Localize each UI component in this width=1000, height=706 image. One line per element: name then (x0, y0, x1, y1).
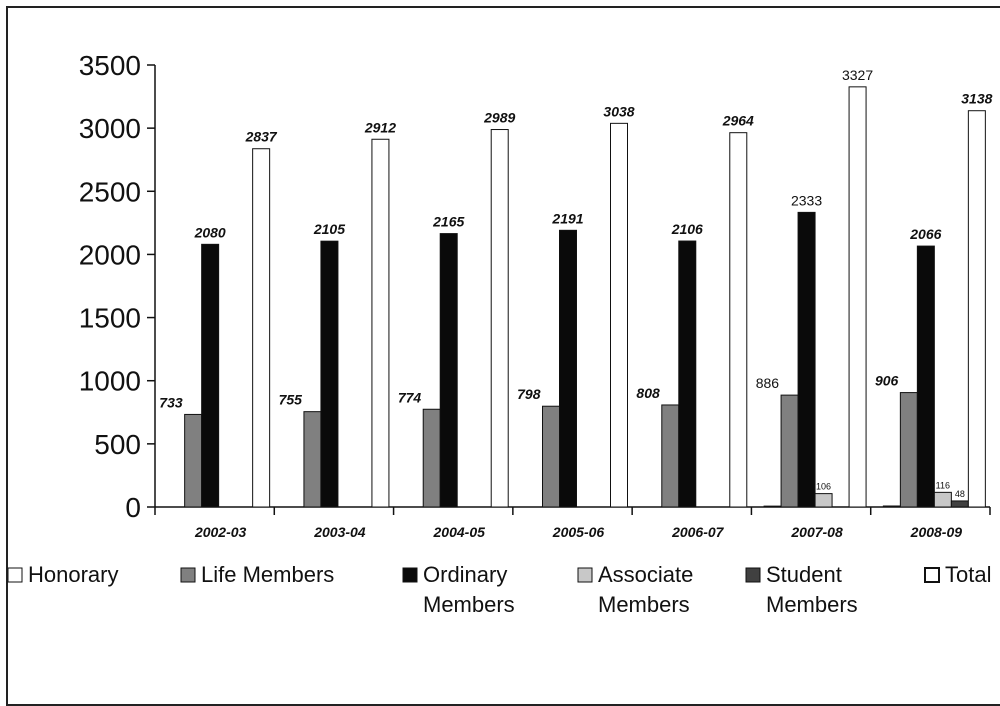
bar-total (848, 86, 867, 508)
bar-life-members (899, 392, 918, 508)
y-tick-label: 0 (125, 492, 141, 523)
data-label: 808 (636, 385, 660, 401)
data-label: 906 (875, 373, 899, 389)
legend-label: Life Members (201, 562, 334, 587)
bar-ordinary-members (916, 245, 935, 508)
legend-swatch (924, 567, 940, 583)
legend-label: Total (945, 562, 991, 587)
data-label: 774 (398, 389, 422, 405)
legend-swatch (402, 567, 418, 583)
x-tick-label: 2007-08 (790, 524, 843, 540)
y-tick-label: 3000 (79, 113, 141, 144)
data-label: 2106 (671, 221, 703, 237)
legend-swatch (577, 567, 593, 583)
bar-ordinary-members (559, 229, 577, 508)
bar-total (967, 110, 986, 508)
legend-label: Members (766, 592, 858, 617)
data-label: 733 (159, 394, 183, 410)
bar-life-members (542, 405, 560, 508)
data-label: 3038 (603, 103, 634, 119)
legend-swatch (7, 567, 23, 583)
bar-life-members (303, 411, 322, 508)
bar-life-members (661, 404, 680, 508)
data-label: 3327 (842, 67, 873, 83)
data-label: 755 (279, 392, 303, 408)
x-tick-label: 2005-06 (552, 524, 605, 540)
bar-life-members (422, 408, 441, 508)
x-tick-label: 2008-09 (910, 524, 963, 540)
bar-total (252, 148, 271, 508)
data-label: 2066 (909, 226, 941, 242)
legend-label: Ordinary (423, 562, 507, 587)
bar-total (371, 138, 390, 508)
data-label: 798 (517, 386, 541, 402)
data-label: 886 (756, 375, 780, 391)
y-tick-label: 1500 (79, 303, 141, 334)
data-label: 2191 (551, 210, 583, 226)
bar-honorary (763, 505, 782, 508)
data-label: 2912 (364, 119, 396, 135)
bar-life-members (184, 413, 203, 508)
legend-label: Members (598, 592, 690, 617)
x-tick-label: 2006-07 (671, 524, 725, 540)
bar-total (490, 129, 509, 508)
bar-associate-members (814, 493, 833, 508)
legend-swatch (745, 567, 761, 583)
bar-ordinary-members (320, 240, 339, 508)
data-label: 2837 (245, 129, 278, 145)
bar-total (729, 132, 748, 508)
bar-honorary (882, 505, 901, 508)
x-tick-label: 2003-04 (313, 524, 366, 540)
legend-label: Student (766, 562, 842, 587)
legend-label: Members (423, 592, 515, 617)
data-label: 2333 (791, 192, 822, 208)
bar-ordinary-members (678, 240, 697, 508)
x-tick-label: 2004-05 (433, 524, 486, 540)
y-tick-label: 1000 (79, 366, 141, 397)
bar-life-members (780, 394, 799, 508)
legend-swatch (180, 567, 196, 583)
data-label: 2165 (432, 214, 464, 230)
data-label: 48 (955, 489, 965, 499)
data-label: 2989 (483, 110, 515, 126)
bar-ordinary-members (201, 243, 220, 508)
data-label: 116 (936, 480, 950, 490)
legend-label: Associate (598, 562, 693, 587)
legend-label: Honorary (28, 562, 118, 587)
data-label: 2105 (313, 221, 345, 237)
y-tick-label: 3500 (79, 50, 141, 81)
data-label: 106 (816, 482, 831, 492)
bar-total (610, 122, 628, 508)
data-label: 3138 (961, 91, 992, 107)
bar-ordinary-members (797, 211, 816, 508)
membership-bar-chart: 0 500 1000 1500 2000 2500 3000 3500 2002-03 2003-… (7, 50, 993, 617)
data-label: 2080 (194, 224, 226, 240)
y-tick-label: 2000 (79, 239, 141, 270)
y-tick-label: 2500 (79, 176, 141, 207)
bar-student-members (950, 500, 969, 508)
bar-ordinary-members (439, 233, 458, 508)
data-label: 2964 (722, 113, 754, 129)
x-tick-label: 2002-03 (194, 524, 247, 540)
y-tick-label: 500 (94, 429, 141, 460)
bar-associate-members (933, 491, 952, 508)
